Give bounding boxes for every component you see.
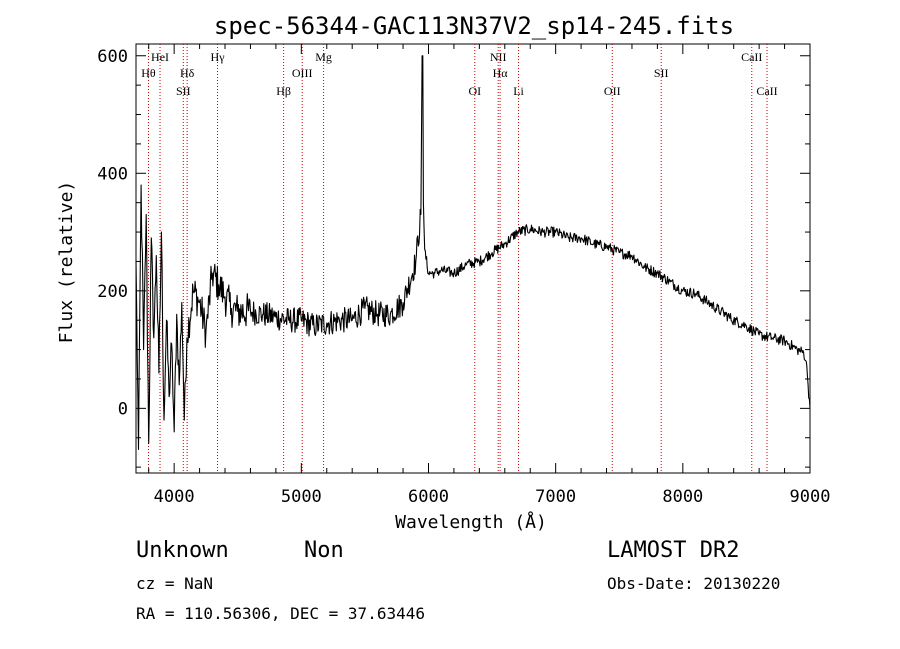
spectral-line-label-13: SII [654,66,669,80]
plot-frame [135,43,811,474]
coordinates: RA = 110.56306, DEC = 37.63446 [136,604,425,623]
x-tick-label-0: 4000 [154,487,195,507]
chart-title: spec-56344-GAC113N37V2_sp14-245.fits [214,12,734,40]
y-tick-label-2: 400 [97,164,128,184]
spectral-line-label-14: CaII [741,50,762,64]
x-tick-label-4: 8000 [662,487,703,507]
axis-ticks: 4000 5000 6000 7000 8000 9000 0 200 400 600 [97,44,830,507]
observation-date: Obs-Date: 20130220 [607,574,781,593]
x-axis-label: Wavelength (Å) [395,511,547,533]
spectrum-line-0 [135,55,811,451]
spectral-line-label-6: OIII [292,66,313,80]
spectral-line-label-5: Hβ [276,84,291,98]
object-subclass: Non [304,538,344,563]
x-tick-label-2: 6000 [408,487,449,507]
spectral-line-label-11: Li [513,84,524,98]
spectral-line-label-0: Hθ [141,66,156,80]
spectral-line-label-15: CaII [756,84,777,98]
x-tick-label-3: 7000 [535,487,576,507]
spectral-line-label-1: HeI [151,50,169,64]
spectral-line-label-4: Hγ [211,50,226,64]
spectral-line-label-3: Hδ [180,66,195,80]
x-tick-label-5: 9000 [790,487,831,507]
y-axis-label: Flux (relative) [56,181,77,344]
spectral-line-label-9: NII [490,50,507,64]
spectral-line-label-10: Hα [493,66,509,80]
y-tick-label-3: 600 [97,47,128,67]
spectral-line-label-8: OI [468,84,481,98]
redshift-cz: cz = NaN [136,574,214,593]
spectral-line-label-12: OII [604,84,621,98]
y-tick-label-0: 0 [118,399,128,419]
survey-name: LAMOST DR2 [607,538,740,563]
y-tick-label-1: 200 [97,282,128,302]
spectral-line-label-2: SII [176,84,191,98]
spectrum-series [135,55,811,451]
x-tick-label-1: 5000 [281,487,322,507]
object-class: Unknown [136,538,229,563]
spectral-line-label-7: Mg [315,50,332,64]
